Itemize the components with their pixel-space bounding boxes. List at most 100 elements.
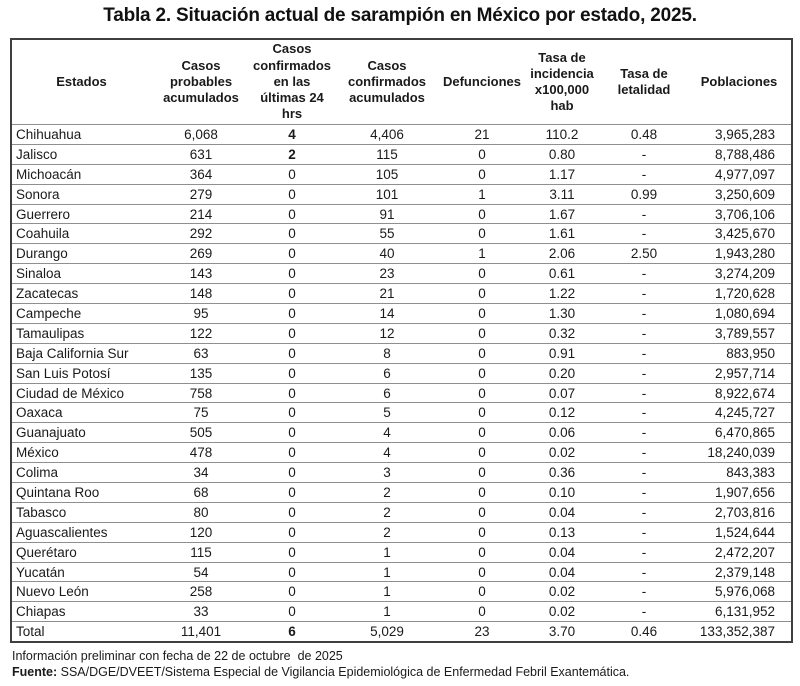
- value-cell: 4,977,097: [687, 164, 792, 185]
- value-cell: 2.06: [523, 243, 601, 265]
- value-cell: 0.06: [523, 422, 601, 444]
- value-cell: 1.17: [523, 164, 601, 185]
- value-cell: 0.80: [523, 144, 601, 165]
- value-cell: -: [601, 383, 687, 404]
- value-cell: 0: [441, 502, 523, 523]
- value-cell: 5,976,068: [687, 581, 792, 603]
- row-label-cell: Quintana Roo: [11, 482, 151, 503]
- value-cell: 54: [151, 562, 251, 583]
- value-cell: 0: [251, 363, 333, 384]
- value-cell: 0: [251, 204, 333, 225]
- value-cell: 33: [151, 601, 251, 623]
- table-row: Jalisco 631 2 115 0 0.80-8,788,486: [11, 144, 792, 165]
- value-cell: 95: [151, 303, 251, 324]
- value-cell: 0.04: [523, 542, 601, 563]
- value-cell: 0: [251, 542, 333, 563]
- value-cell: 0.12: [523, 402, 601, 424]
- value-cell: 4,406: [333, 124, 441, 145]
- value-cell: 0: [441, 442, 523, 464]
- row-label-cell: Oaxaca: [11, 402, 151, 424]
- value-cell: -: [601, 562, 687, 583]
- value-cell: 0: [251, 522, 333, 543]
- row-label-cell: Chihuahua: [11, 124, 151, 145]
- value-cell: 0: [251, 243, 333, 265]
- value-cell: -: [601, 402, 687, 424]
- value-cell: 0: [441, 343, 523, 364]
- value-cell: 258: [151, 581, 251, 603]
- footnote-source-text: SSA/DGE/DVEET/Sistema Especial de Vigila…: [57, 665, 630, 680]
- table-row: Colima 34 0 3 0 0.36-843,383: [11, 462, 792, 484]
- value-cell: 3: [333, 462, 441, 484]
- table-row: Michoacán 364 0 105 0 1.17-4,977,097: [11, 164, 792, 185]
- table-row: Sonora 279 0 101 1 3.11 0.99 3,250,609: [11, 184, 792, 205]
- value-cell: 55: [333, 223, 441, 245]
- table-row: Guanajuato 505 0 4 0 0.06-6,470,865: [11, 422, 792, 444]
- value-cell: 0: [441, 303, 523, 324]
- value-cell: 1,907,656: [687, 482, 792, 503]
- value-cell: -: [601, 442, 687, 464]
- measles-state-table: Estados Casos probables acumulados Casos c…: [10, 38, 793, 644]
- value-cell: 1,943,280: [687, 243, 792, 265]
- value-cell: 21: [333, 283, 441, 305]
- row-label-cell: Michoacán: [11, 164, 151, 185]
- value-cell: -: [601, 522, 687, 543]
- column-header: Estados: [11, 39, 151, 125]
- table-header: Estados Casos probables acumulados Casos c…: [11, 39, 792, 125]
- value-cell: 3.70: [548, 624, 576, 640]
- page-title: Tabla 2. Situación actual de sarampión e…: [103, 5, 697, 26]
- value-cell: -: [601, 144, 687, 165]
- value-cell: 0: [441, 263, 523, 285]
- footnote-source: Fuente: SSA/DGE/DVEET/Sistema Especial d…: [12, 664, 800, 680]
- value-cell: 843,383: [687, 462, 792, 484]
- value-cell: 122: [151, 323, 251, 344]
- value-cell: 1: [441, 243, 523, 265]
- value-cell: 0.04: [523, 502, 601, 523]
- value-cell: 40: [333, 243, 441, 265]
- value-cell: 2: [333, 502, 441, 523]
- table-row: Tabasco 80 0 2 0 0.04-2,703,816: [11, 502, 792, 523]
- value-cell: 4: [251, 124, 333, 145]
- value-cell: 1.30: [523, 303, 601, 324]
- value-cell: 0: [251, 184, 333, 205]
- value-cell: 1: [333, 562, 441, 583]
- value-cell: 478: [151, 442, 251, 464]
- table-row: Guerrero 214 0 91 0 1.67-3,706,106: [11, 204, 792, 225]
- value-cell: 0.07: [523, 383, 601, 404]
- row-label-cell: Baja California Sur: [11, 343, 151, 364]
- value-cell: 0: [441, 363, 523, 384]
- table-row: Zacatecas 148 0 21 0 1.22-1,720,628: [11, 283, 792, 305]
- value-cell: 0: [251, 323, 333, 344]
- value-cell: 8: [333, 343, 441, 364]
- value-cell: 18,240,039: [687, 442, 792, 464]
- row-label-cell: Coahuila: [11, 223, 151, 245]
- value-cell: 110.2: [523, 124, 601, 145]
- table-row: Chiapas 33 0 1 0 0.02-6,131,952: [11, 601, 792, 623]
- value-cell: 21: [441, 124, 523, 145]
- value-cell: 0.02: [523, 442, 601, 464]
- value-cell: 0: [441, 422, 523, 444]
- value-cell: 75: [151, 402, 251, 424]
- row-label-cell: Querétaro: [11, 542, 151, 563]
- value-cell: 34: [151, 462, 251, 484]
- value-cell: 631: [151, 144, 251, 165]
- value-cell: 0: [251, 502, 333, 523]
- value-cell: 0: [251, 223, 333, 245]
- value-cell: 0: [441, 144, 523, 165]
- value-cell: 0.20: [523, 363, 601, 384]
- value-cell: 0.46: [630, 624, 658, 640]
- value-cell: 1: [441, 184, 523, 205]
- value-cell: 0: [251, 164, 333, 185]
- value-cell: 135: [151, 363, 251, 384]
- row-label-cell: Zacatecas: [11, 283, 151, 305]
- value-cell: 4,245,727: [687, 402, 792, 424]
- value-cell: 0.99: [601, 184, 687, 205]
- value-cell: 1,524,644: [687, 522, 792, 543]
- value-cell: 115: [333, 144, 441, 165]
- value-cell: 2.50: [601, 243, 687, 265]
- value-cell: -: [601, 323, 687, 344]
- value-cell: 0: [441, 402, 523, 424]
- value-cell: 505: [151, 422, 251, 444]
- row-label-cell: Jalisco: [11, 144, 151, 165]
- table-row: San Luis Potosí 135 0 6 0 0.20-2,957,714: [11, 363, 792, 384]
- value-cell: 120: [151, 522, 251, 543]
